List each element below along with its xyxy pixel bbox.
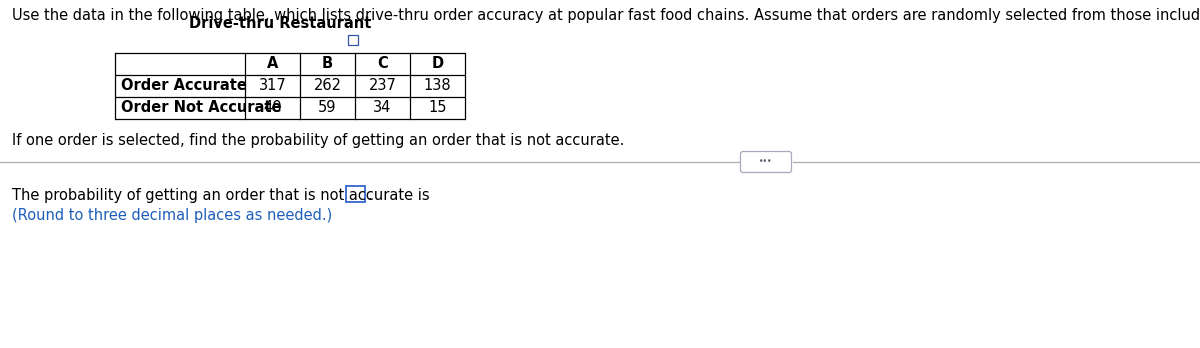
- Text: D: D: [432, 56, 444, 71]
- Text: C: C: [377, 56, 388, 71]
- Text: 34: 34: [373, 101, 391, 116]
- Text: 15: 15: [428, 101, 446, 116]
- Text: 317: 317: [259, 79, 287, 94]
- Text: 262: 262: [313, 79, 342, 94]
- FancyBboxPatch shape: [740, 151, 792, 173]
- Text: .: .: [367, 188, 372, 203]
- Text: (Round to three decimal places as needed.): (Round to three decimal places as needed…: [12, 208, 332, 223]
- Text: •••: •••: [760, 158, 773, 166]
- Text: B: B: [322, 56, 334, 71]
- Text: 138: 138: [424, 79, 451, 94]
- Text: Use the data in the following table, which lists drive-thru order accuracy at po: Use the data in the following table, whi…: [12, 8, 1200, 23]
- Text: If one order is selected, find the probability of getting an order that is not a: If one order is selected, find the proba…: [12, 133, 624, 148]
- FancyBboxPatch shape: [348, 35, 358, 45]
- FancyBboxPatch shape: [346, 186, 365, 202]
- Text: Order Not Accurate: Order Not Accurate: [121, 101, 282, 116]
- Text: 237: 237: [368, 79, 396, 94]
- Text: Drive-thru Restaurant: Drive-thru Restaurant: [188, 16, 371, 31]
- Text: A: A: [266, 56, 278, 71]
- Text: Order Accurate: Order Accurate: [121, 79, 247, 94]
- Text: 40: 40: [263, 101, 282, 116]
- Text: 59: 59: [318, 101, 337, 116]
- Text: The probability of getting an order that is not accurate is: The probability of getting an order that…: [12, 188, 430, 203]
